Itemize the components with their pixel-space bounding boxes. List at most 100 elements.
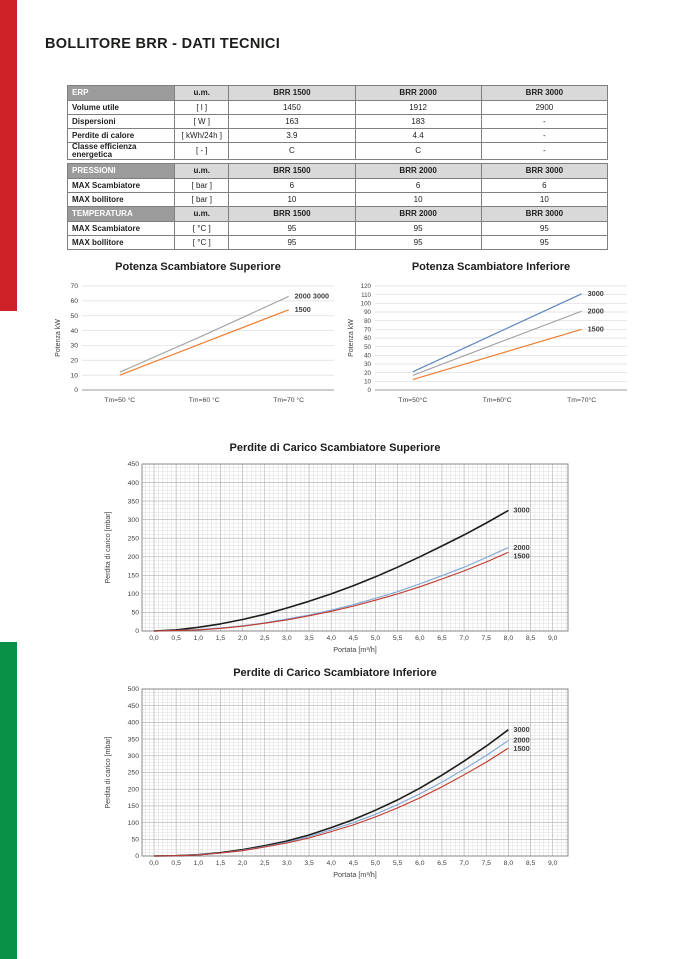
perdite-superiore-plot: 0,0 0,5 1,0 1,5 2,0 2,5 3,0 3,5 4,0 4,5 5,0 5,5 6,0 6…: [105, 461, 569, 654]
series-line: [412, 293, 582, 373]
y-tick-label: 50: [131, 837, 139, 844]
series-end-label: 2000: [513, 543, 529, 552]
x-tick-label: 3,5: [304, 860, 314, 867]
cell-value: 163: [228, 114, 356, 129]
cell-value: -: [480, 142, 609, 160]
svg-text:0: 0: [74, 387, 78, 394]
column-header: BRR 3000: [480, 85, 609, 101]
x-tick-label: 4,5: [349, 635, 359, 642]
x-tick-label: Tm=60 °C: [189, 396, 220, 404]
y-tick-label: 400: [128, 720, 140, 727]
chart-title: Perdite di Carico Scambiatore Superiore: [229, 442, 441, 454]
x-tick-label: 8,0: [504, 635, 514, 642]
cell-value: 95: [480, 235, 609, 250]
x-tick-label: 0,5: [171, 635, 181, 642]
y-tick-label: 400: [128, 480, 140, 487]
chart-title: Potenza Scambiatore Superiore: [115, 261, 281, 273]
chart-perdite-carico-superiore: Perdite di Carico Scambiatore Superiore …: [100, 441, 570, 663]
table-header-row: TEMPERATURA u.m. BRR 1500 BRR 2000 BRR 3000: [66, 206, 609, 222]
page-title: BOLLITORE BRR - DATI TECNICI: [45, 36, 281, 52]
cell-value: [ kWh/24h ]: [174, 128, 230, 143]
x-tick-label: 5,0: [371, 635, 381, 642]
cell-value: 95: [480, 221, 609, 236]
x-axis-label: Portata [m³/h]: [333, 645, 377, 654]
y-tick-label: 100: [128, 820, 140, 827]
row-label: MAX Scambiatore: [66, 221, 176, 236]
svg-text:0: 0: [368, 387, 372, 394]
column-header: PRESSIONI: [66, 163, 176, 179]
row-label: MAX Scambiatore: [66, 178, 176, 193]
table-row: MAX bollitore[ bar ] 10 10 10: [66, 192, 609, 207]
cell-value: 2900: [480, 100, 609, 115]
series-end-label: 2000: [588, 306, 604, 315]
row-label: Classe efficienza energetica: [66, 142, 176, 160]
series-line: [153, 551, 509, 632]
y-axis-label: Potenza kW: [348, 319, 355, 357]
series-line: [153, 509, 509, 632]
cell-value: [ l ]: [174, 100, 230, 115]
column-header: BRR 2000: [354, 163, 482, 179]
table-row: MAX Scambiatore[ °C ] 95 95 95: [66, 221, 609, 236]
svg-text:110: 110: [361, 292, 371, 299]
svg-text:40: 40: [70, 328, 78, 335]
series-end-label: 1500: [513, 744, 529, 753]
x-tick-label: 4,0: [326, 635, 336, 642]
erp-table: ERP u.m. BRR 1500 BRR 2000 BRR 3000 Volume ut…: [66, 85, 609, 160]
cell-value: 10: [228, 192, 356, 207]
table-row: MAX Scambiatore[ bar ] 6 6 6: [66, 178, 609, 193]
x-tick-label: 0,5: [171, 860, 181, 867]
y-tick-label: 0: [135, 853, 139, 860]
x-tick-label: 6,0: [415, 635, 425, 642]
chart-potenza-scambiatore-inferiore: Potenza Scambiatore Inferiore 0 10 20 30 40 5…: [345, 260, 637, 412]
y-axis-label: Perdita di carico [mbar]: [105, 736, 112, 808]
x-tick-label: 2,0: [238, 635, 248, 642]
x-tick-label: 6,5: [437, 860, 447, 867]
x-tick-label: 5,5: [393, 635, 403, 642]
x-tick-label: 8,5: [526, 860, 536, 867]
perdite-inferiore-plot: 0,0 0,5 1,0 1,5 2,0 2,5 3,0 3,5 4,0 4,5 5,0 5,5 6,0 6…: [105, 686, 569, 879]
table-row: Classe efficienza energetica[ - ] C C -: [66, 142, 609, 160]
cell-value: 95: [228, 221, 356, 236]
x-tick-label: 3,0: [282, 860, 292, 867]
cell-value: C: [354, 142, 482, 160]
y-tick-label: 50: [131, 610, 139, 617]
x-tick-label: 3,5: [304, 635, 314, 642]
series-end-label: 1500: [513, 551, 529, 560]
y-tick-label: 0: [135, 628, 139, 635]
x-tick-label: 0,0: [149, 635, 159, 642]
svg-text:60: 60: [364, 335, 371, 342]
row-label: MAX bollitore: [66, 235, 176, 250]
x-axis-label: Portata [m³/h]: [333, 870, 377, 879]
x-tick-label: Tm=50 °C: [104, 396, 135, 404]
row-label: Volume utile: [66, 100, 176, 115]
table-header-row: PRESSIONI u.m. BRR 1500 BRR 2000 BRR 3000: [66, 163, 609, 179]
svg-text:70: 70: [70, 283, 78, 290]
cell-value: 3.9: [228, 128, 356, 143]
y-tick-label: 300: [128, 753, 140, 760]
cell-value: 6: [228, 178, 356, 193]
x-tick-label: 2,5: [260, 635, 270, 642]
x-tick-label: 8,5: [526, 635, 536, 642]
y-tick-label: 100: [128, 591, 140, 598]
cell-value: [ - ]: [174, 142, 230, 160]
column-header: BRR 2000: [354, 206, 482, 222]
column-header: u.m.: [174, 206, 230, 222]
table-row: Perdite di calore[ kWh/24h ] 3.9 4.4-: [66, 128, 609, 143]
x-tick-label: 3,0: [282, 635, 292, 642]
x-tick-label: 1,5: [216, 860, 226, 867]
x-tick-label: 9,0: [548, 860, 558, 867]
series-end-label: 3000: [513, 725, 529, 734]
x-tick-label: 2,5: [260, 860, 270, 867]
x-tick-label: 1,0: [194, 635, 204, 642]
svg-text:80: 80: [364, 318, 371, 325]
cell-value: [ bar ]: [174, 178, 230, 193]
row-label: MAX bollitore: [66, 192, 176, 207]
chart-potenza-scambiatore-superiore: Potenza Scambiatore Superiore 0 10 20 30 40 5…: [52, 260, 344, 412]
cell-value: C: [228, 142, 356, 160]
cell-value: -: [480, 128, 609, 143]
cell-value: 1450: [228, 100, 356, 115]
series-end-label: 2000 3000: [295, 292, 330, 301]
svg-text:100: 100: [361, 301, 372, 308]
